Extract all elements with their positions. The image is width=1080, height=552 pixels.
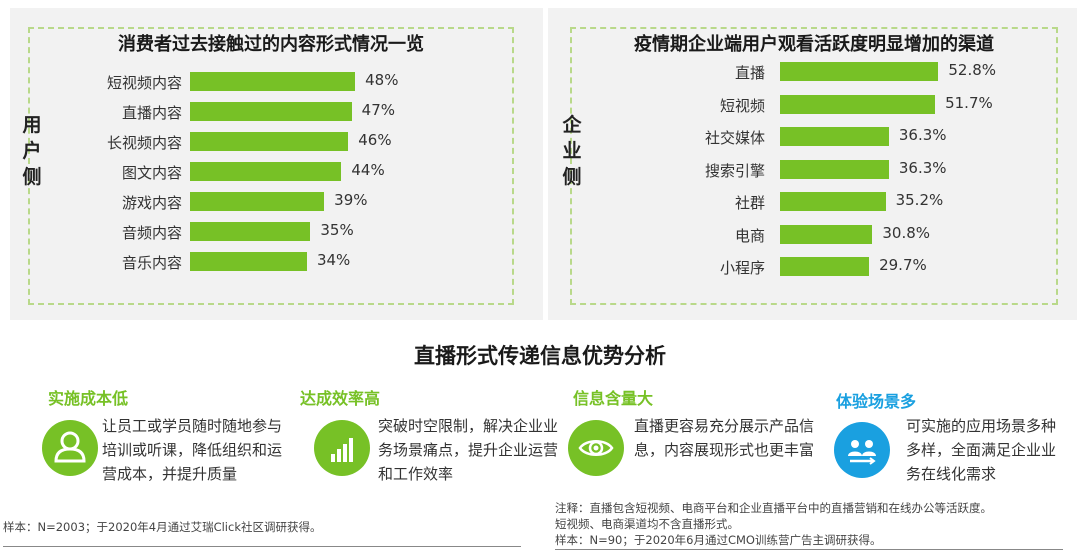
advantage-title-scenes: 体验场景多: [836, 392, 917, 411]
bar: [190, 72, 356, 91]
category-label: 图文内容: [121, 164, 182, 182]
category-label: 音乐内容: [121, 254, 182, 272]
category-label: 搜索引擎: [704, 161, 765, 180]
value-label: 35%: [320, 221, 354, 239]
advantage-title-efficiency: 达成效率高: [300, 389, 381, 408]
right-note-line-2: 短视频、电商渠道均不含直播形式。: [555, 517, 739, 531]
value-label: 36.3%: [898, 158, 947, 177]
scenes-icon: [834, 422, 890, 478]
bar: [190, 102, 352, 121]
value-label: 39%: [334, 191, 368, 209]
category-label: 直播: [734, 64, 765, 82]
value-label: 48%: [365, 71, 399, 89]
section-title: 直播形式传递信息优势分析: [414, 344, 666, 368]
advantage-text-information: 直播更容易充分展示产品信息，内容展现形式也更丰富: [634, 417, 815, 459]
bar: [780, 257, 870, 276]
category-label: 音频内容: [121, 224, 182, 242]
left-divider: [3, 546, 521, 547]
eye-icon: [568, 420, 624, 476]
bar: [190, 162, 342, 181]
value-label: 47%: [361, 101, 396, 119]
right-chart-title: 疫情期企业端用户观看活跃度明显增加的渠道: [634, 34, 994, 55]
bar: [780, 62, 939, 81]
bar: [190, 222, 311, 241]
advantage-title-information: 信息含量大: [573, 389, 654, 408]
left-chart-frame: [28, 27, 514, 305]
category-label: 社群: [734, 194, 765, 212]
right-note-line-1: 注释：直播包含短视频、电商平台和企业直播平台中的直播营销和在线办公等活跃度。: [555, 501, 992, 515]
left-side-label: 用户侧: [20, 112, 44, 190]
advantage-text-efficiency: 突破时空限制，解决企业业务场景痛点，提升企业运营和工作效率: [378, 417, 559, 483]
people-icon: [42, 420, 98, 476]
bar: [780, 192, 886, 211]
value-label: 52.8%: [948, 61, 997, 79]
signal-bars-icon: [314, 420, 370, 476]
value-label: 30.8%: [882, 223, 931, 242]
left-chart-title: 消费者过去接触过的内容形式情况一览: [118, 34, 424, 55]
value-label: 44%: [351, 161, 385, 179]
bar: [780, 94, 936, 114]
side-label-char: 业: [562, 140, 582, 162]
advantage-text-cost: 让员工或学员随时随地参与培训或听课，降低组织和运营成本，并提升质量: [102, 417, 283, 483]
category-label: 长视频内容: [106, 134, 182, 152]
value-label: 35.2%: [895, 191, 944, 209]
category-label: 游戏内容: [121, 194, 182, 212]
category-label: 社交媒体: [704, 129, 765, 147]
value-label: 29.7%: [879, 256, 927, 274]
category-label: 直播内容: [121, 104, 182, 122]
value-label: 46%: [358, 131, 392, 149]
bar: [780, 159, 889, 179]
value-label: 36.3%: [898, 126, 947, 144]
right-sample-note: 样本：N=90；于2020年6月通过CMO训练营广告主调研获得。: [555, 533, 882, 547]
advantage-title-cost: 实施成本低: [48, 389, 129, 408]
side-label-char: 户: [22, 140, 42, 162]
right-chart-frame: [570, 27, 1058, 305]
bar: [780, 127, 889, 146]
category-label: 短视频内容: [106, 74, 182, 92]
category-label: 短视频: [719, 96, 765, 115]
value-label: 51.7%: [945, 93, 993, 112]
side-label-char: 企: [562, 114, 582, 136]
right-divider: [555, 549, 1063, 550]
bar: [190, 252, 307, 271]
side-label-char: 侧: [22, 166, 42, 188]
value-label: 34%: [316, 251, 351, 269]
category-label: 小程序: [719, 259, 765, 277]
category-label: 电商: [734, 226, 765, 245]
right-side-label: 企业侧: [560, 112, 584, 190]
bar: [780, 224, 873, 244]
left-sample-note: 样本：N=2003；于2020年4月通过艾瑞Click社区调研获得。: [3, 520, 322, 534]
advantage-text-scenes: 可实施的应用场景多种多样，全面满足企业业务在线化需求: [906, 417, 1057, 483]
bar: [190, 132, 349, 151]
side-label-char: 侧: [562, 166, 582, 188]
bar: [190, 192, 325, 211]
side-label-char: 用: [22, 114, 42, 136]
